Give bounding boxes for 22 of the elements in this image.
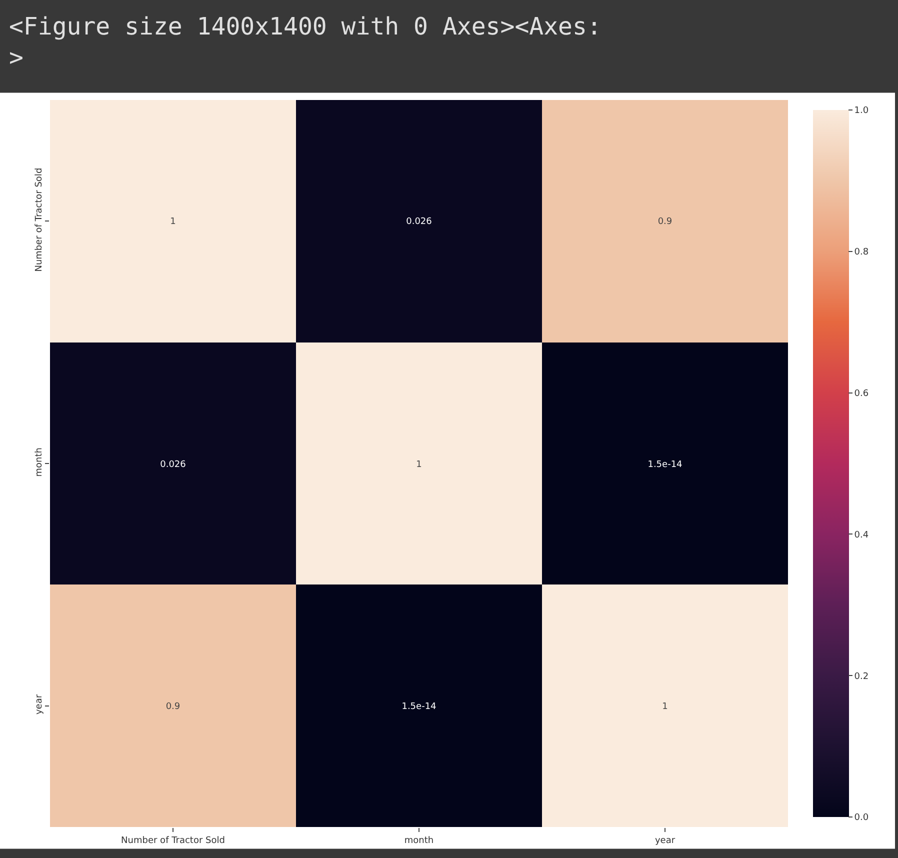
y-tick-label: year (34, 694, 44, 715)
color-bar-label: 0.8 (854, 248, 869, 258)
chart-title: <Figure size 1400x1400 with 0 Axes><Axes: > (8, 12, 602, 72)
color-bar-label: 0.6 (854, 388, 869, 399)
data-label: 0.026 (160, 460, 186, 470)
x-tick-label: Number of Tractor Sold (121, 836, 225, 846)
data-label: 0.026 (406, 217, 432, 228)
x-tick-label: month (404, 836, 434, 846)
y-tick-label: Number of Tractor Sold (34, 168, 44, 272)
color-bar-label: 0.2 (854, 672, 869, 682)
data-label: 0.9 (166, 702, 180, 712)
data-label: 1.5e-14 (648, 460, 683, 470)
data-label: 1 (416, 460, 422, 470)
color-bar-label: 1.0 (854, 106, 869, 116)
y-tick-label: month (34, 448, 44, 477)
data-label: 1 (662, 702, 668, 712)
x-tick-label: year (654, 836, 676, 846)
data-label: 1 (170, 217, 176, 228)
color-bar-label: 0.0 (854, 813, 869, 824)
color-bar-label: 0.4 (854, 530, 869, 540)
data-label: 0.9 (658, 217, 672, 228)
data-label: 1.5e-14 (402, 702, 437, 712)
